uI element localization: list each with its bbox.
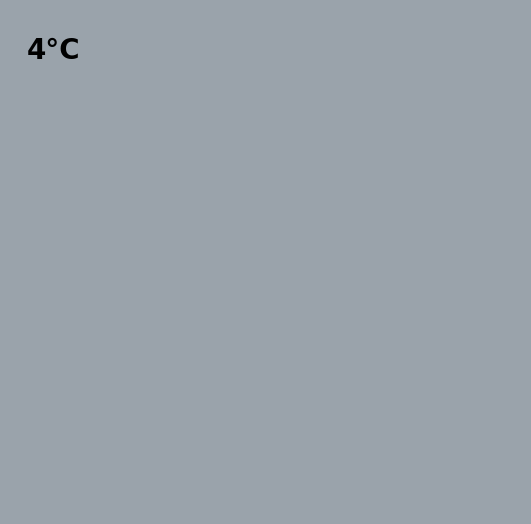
Text: 4°C: 4°C <box>27 37 80 64</box>
